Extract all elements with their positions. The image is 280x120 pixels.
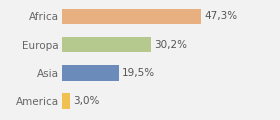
Bar [62, 65, 119, 81]
Text: 19,5%: 19,5% [122, 68, 155, 78]
Bar [62, 37, 151, 52]
Bar [62, 93, 71, 109]
Bar [62, 9, 201, 24]
Text: 47,3%: 47,3% [204, 11, 237, 21]
Text: 30,2%: 30,2% [154, 40, 187, 50]
Text: 3,0%: 3,0% [73, 96, 100, 106]
